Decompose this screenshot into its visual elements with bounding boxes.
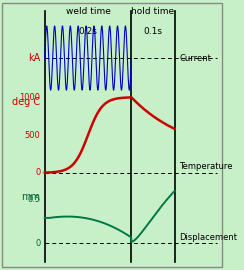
Text: mm: mm — [21, 192, 40, 202]
Text: 0: 0 — [35, 238, 40, 248]
Text: 1000: 1000 — [19, 93, 40, 102]
Text: weld time: weld time — [66, 7, 111, 16]
Text: 500: 500 — [25, 130, 40, 140]
Text: 0: 0 — [35, 168, 40, 177]
Text: Current: Current — [179, 53, 211, 63]
Text: Displacement: Displacement — [179, 233, 237, 242]
Text: 0.2s: 0.2s — [79, 27, 97, 36]
Text: deg C: deg C — [12, 97, 40, 107]
Text: 0.5: 0.5 — [27, 195, 40, 204]
Text: 0.1s: 0.1s — [143, 27, 163, 36]
Text: kA: kA — [28, 53, 40, 63]
Text: Temperature: Temperature — [179, 161, 233, 171]
Text: hold time: hold time — [131, 7, 174, 16]
